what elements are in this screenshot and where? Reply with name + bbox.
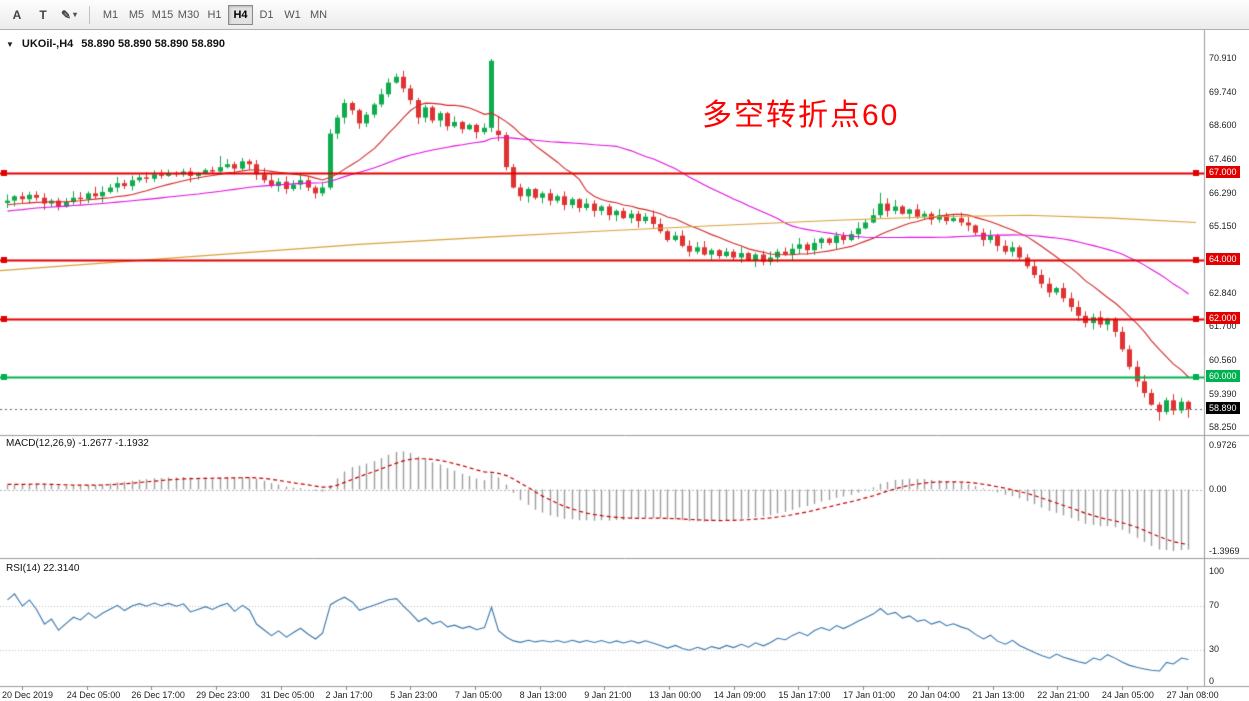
toolbar: A T ✎ ▾ M1 M5 M15 M30 H1 H4 D1 W1 MN: [0, 0, 1249, 30]
timeframe-button-m15[interactable]: M15: [150, 5, 175, 25]
timeframe-button-m5[interactable]: M5: [124, 5, 149, 25]
collapse-triangle-icon[interactable]: ▼: [6, 39, 14, 49]
chevron-down-icon: ▾: [73, 10, 78, 19]
chart-symbol-label: UKOil-,H4: [21, 38, 74, 50]
timeframe-button-m1[interactable]: M1: [98, 5, 123, 25]
timeframe-button-h1[interactable]: H1: [202, 5, 227, 25]
pencil-icon: ✎: [60, 7, 72, 22]
timeframe-button-mn[interactable]: MN: [306, 5, 331, 25]
chart-title: ▼ UKOil-,H4 58.890 58.890 58.890 58.890: [6, 38, 225, 50]
timeframe-button-h4[interactable]: H4: [228, 4, 253, 25]
chart-canvas[interactable]: [0, 30, 1249, 701]
timeframe-button-d1[interactable]: D1: [254, 5, 279, 25]
toolbar-separator: [89, 5, 90, 24]
annotation-a-button[interactable]: A: [5, 4, 29, 26]
timeframe-button-w1[interactable]: W1: [280, 5, 305, 25]
chart-region: ▼ UKOil-,H4 58.890 58.890 58.890 58.890 …: [0, 30, 1249, 701]
chart-ohlc-label: 58.890 58.890 58.890 58.890: [81, 38, 226, 50]
annotation-text[interactable]: 多空转折点60: [702, 99, 900, 132]
drawing-tools-dropdown[interactable]: ✎ ▾: [57, 4, 81, 26]
timeframe-button-m30[interactable]: M30: [176, 5, 201, 25]
text-tool-button[interactable]: T: [31, 4, 55, 26]
timeframe-group: M1 M5 M15 M30 H1 H4 D1 W1 MN: [98, 4, 331, 25]
